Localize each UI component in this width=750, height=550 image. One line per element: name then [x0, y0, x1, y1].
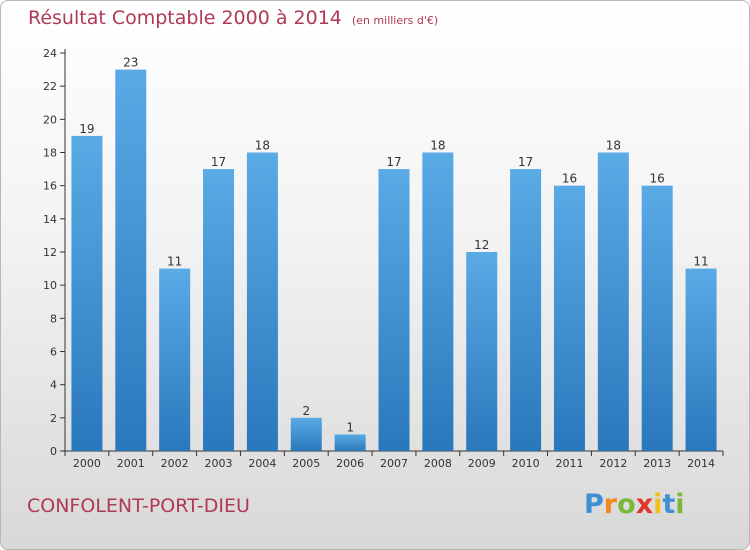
x-tick-label-2007: 2007 — [380, 457, 408, 470]
data-label-2014: 11 — [693, 255, 708, 269]
data-label-2001: 23 — [123, 56, 138, 70]
y-tick-label: 22 — [43, 80, 57, 93]
logo-letter: i — [653, 489, 663, 520]
logo-letter: o — [617, 489, 636, 520]
y-tick-label: 12 — [43, 246, 57, 259]
y-tick-label: 8 — [50, 312, 57, 325]
x-tick-label-2013: 2013 — [643, 457, 671, 470]
x-tick-label-2002: 2002 — [161, 457, 189, 470]
bar-2012 — [597, 152, 629, 451]
y-tick-label: 18 — [43, 147, 57, 160]
x-tick-label-2014: 2014 — [687, 457, 715, 470]
y-tick-label: 16 — [43, 180, 57, 193]
data-label-2006: 1 — [346, 420, 354, 434]
logo-letter: t — [662, 489, 676, 520]
x-tick-label-2012: 2012 — [599, 457, 627, 470]
x-tick-label-2004: 2004 — [248, 457, 276, 470]
data-label-2013: 16 — [650, 172, 665, 186]
bar-2002 — [159, 268, 191, 451]
y-tick-label: 14 — [43, 213, 57, 226]
logo-letter: i — [675, 489, 685, 520]
data-label-2011: 16 — [562, 172, 577, 186]
bar-2008 — [422, 152, 454, 451]
data-label-2005: 2 — [302, 404, 310, 418]
bar-2004 — [246, 152, 278, 451]
x-tick-label-2009: 2009 — [468, 457, 496, 470]
x-tick-label-2000: 2000 — [73, 457, 101, 470]
y-tick-label: 6 — [50, 346, 57, 359]
bar-2000 — [71, 135, 103, 451]
chart-title: Résultat Comptable 2000 à 2014 (en millie… — [28, 7, 438, 29]
x-tick-label-2008: 2008 — [424, 457, 452, 470]
x-tick-label-2011: 2011 — [555, 457, 583, 470]
bar-2011 — [553, 185, 585, 451]
commune-name: CONFOLENT-PORT-DIEU — [27, 495, 250, 517]
x-tick-label-2006: 2006 — [336, 457, 364, 470]
data-label-2002: 11 — [167, 255, 182, 269]
proxiti-logo: Proxiti — [584, 489, 685, 520]
y-tick-label: 0 — [50, 445, 57, 458]
data-label-2004: 18 — [255, 139, 270, 153]
bar-2001 — [115, 69, 147, 451]
bar-2009 — [466, 252, 498, 451]
logo-letter: x — [635, 489, 654, 520]
bar-2013 — [641, 185, 673, 451]
x-tick-label-2005: 2005 — [292, 457, 320, 470]
data-label-2012: 18 — [606, 139, 621, 153]
data-label-2010: 17 — [518, 155, 533, 169]
data-label-2003: 17 — [211, 155, 226, 169]
data-label-2007: 17 — [386, 155, 401, 169]
x-tick-label-2010: 2010 — [512, 457, 540, 470]
chart-subtitle: (en milliers d'€) — [351, 14, 439, 27]
logo-letter: r — [603, 489, 618, 520]
y-tick-label: 20 — [43, 113, 57, 126]
y-tick-label: 24 — [43, 47, 57, 60]
x-tick-label-2001: 2001 — [117, 457, 145, 470]
bar-2014 — [685, 268, 717, 451]
logo-letter: P — [584, 489, 604, 520]
y-tick-label: 4 — [50, 379, 57, 392]
title-text: Résultat Comptable 2000 à 2014 — [28, 7, 342, 29]
y-tick-label: 10 — [43, 279, 57, 292]
bar-2007 — [378, 169, 410, 452]
data-label-2009: 12 — [474, 238, 489, 252]
x-tick-label-2003: 2003 — [205, 457, 233, 470]
bar-2005 — [290, 417, 322, 451]
data-label-2008: 18 — [430, 139, 445, 153]
y-tick-label: 2 — [50, 412, 57, 425]
bar-2006 — [334, 434, 366, 451]
bar-2003 — [203, 169, 235, 452]
data-label-2000: 19 — [79, 122, 94, 136]
bar-2010 — [510, 169, 542, 452]
